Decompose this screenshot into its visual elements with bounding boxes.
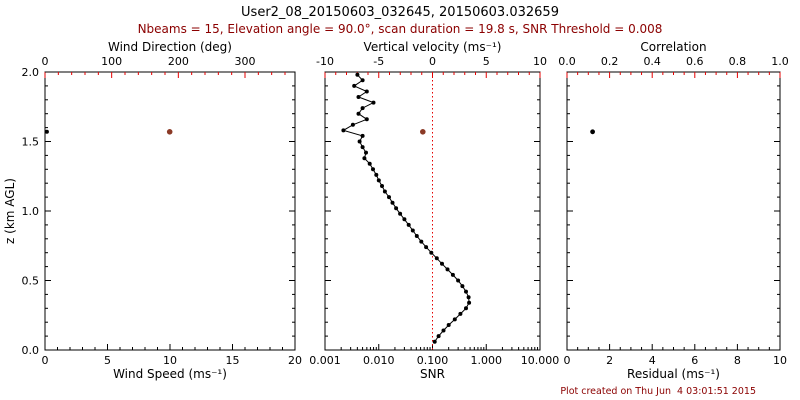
svg-text:6: 6 — [691, 354, 698, 367]
svg-text:-5: -5 — [373, 55, 384, 68]
svg-text:z (km AGL): z (km AGL) — [3, 178, 17, 244]
svg-text:300: 300 — [235, 55, 256, 68]
plot-created-timestamp: Plot created on Thu Jun 4 03:01:51 2015 — [560, 386, 756, 397]
svg-text:1.0: 1.0 — [771, 55, 789, 68]
svg-text:4: 4 — [649, 354, 656, 367]
panel-residual: 0 2 4 6 8 10 Residual (ms⁻¹) 0.0 0.2 0.4 0.6 0.8 1.0… — [558, 40, 789, 381]
svg-text:1.000: 1.000 — [471, 354, 503, 367]
svg-text:0.8: 0.8 — [729, 55, 747, 68]
panel-snr: 0.001 0.010 0.100 1.000 10.000 SNR -10 -5 0 5 10 Ve… — [309, 40, 559, 381]
svg-text:20: 20 — [288, 354, 302, 367]
series-vertical-velocity — [420, 129, 426, 135]
svg-text:2.0: 2.0 — [22, 66, 40, 79]
series-wind-speed — [44, 129, 49, 134]
svg-text:Vertical velocity (ms⁻¹): Vertical velocity (ms⁻¹) — [364, 40, 502, 54]
panel-wind: 0 5 10 15 20 Wind Speed (ms⁻¹) 0 100 200 300Wind … — [3, 40, 302, 381]
svg-text:1.5: 1.5 — [22, 136, 40, 149]
svg-text:5: 5 — [483, 55, 490, 68]
svg-text:5: 5 — [104, 354, 111, 367]
svg-text:0: 0 — [42, 354, 49, 367]
svg-text:Wind Speed (ms⁻¹): Wind Speed (ms⁻¹) — [113, 367, 227, 381]
plot-title: User2_08_20150603_032645, 20150603.03265… — [241, 5, 559, 20]
svg-text:0.6: 0.6 — [686, 55, 704, 68]
svg-text:0: 0 — [42, 55, 49, 68]
svg-text:10: 10 — [163, 354, 177, 367]
plot-subtitle: Nbeams = 15, Elevation angle = 90.0°, sc… — [137, 22, 663, 36]
series-residual-point — [590, 129, 595, 135]
svg-text:Correlation: Correlation — [640, 40, 706, 54]
svg-text:SNR: SNR — [420, 367, 445, 381]
svg-text:0.100: 0.100 — [417, 354, 449, 367]
svg-text:100: 100 — [101, 55, 122, 68]
svg-text:2: 2 — [606, 354, 613, 367]
svg-text:10: 10 — [533, 55, 547, 68]
svg-text:0.0: 0.0 — [22, 344, 40, 357]
series-wind-direction — [166, 129, 173, 135]
svg-text:8: 8 — [734, 354, 741, 367]
svg-text:0: 0 — [564, 354, 571, 367]
svg-text:-10: -10 — [316, 55, 334, 68]
svg-text:10: 10 — [773, 354, 787, 367]
svg-text:0: 0 — [429, 55, 436, 68]
svg-text:0.010: 0.010 — [363, 354, 395, 367]
svg-text:Wind Direction (deg): Wind Direction (deg) — [108, 40, 232, 54]
svg-text:15: 15 — [226, 354, 240, 367]
svg-text:200: 200 — [168, 55, 189, 68]
svg-text:0.2: 0.2 — [601, 55, 619, 68]
svg-text:1.0: 1.0 — [22, 205, 40, 218]
series-snr-profile — [341, 72, 472, 344]
svg-text:0.5: 0.5 — [22, 275, 40, 288]
svg-text:Residual (ms⁻¹): Residual (ms⁻¹) — [627, 367, 720, 381]
svg-text:0.4: 0.4 — [643, 55, 661, 68]
svg-text:10.000: 10.000 — [521, 354, 560, 367]
svg-text:0.001: 0.001 — [309, 354, 341, 367]
svg-text:0.0: 0.0 — [558, 55, 576, 68]
